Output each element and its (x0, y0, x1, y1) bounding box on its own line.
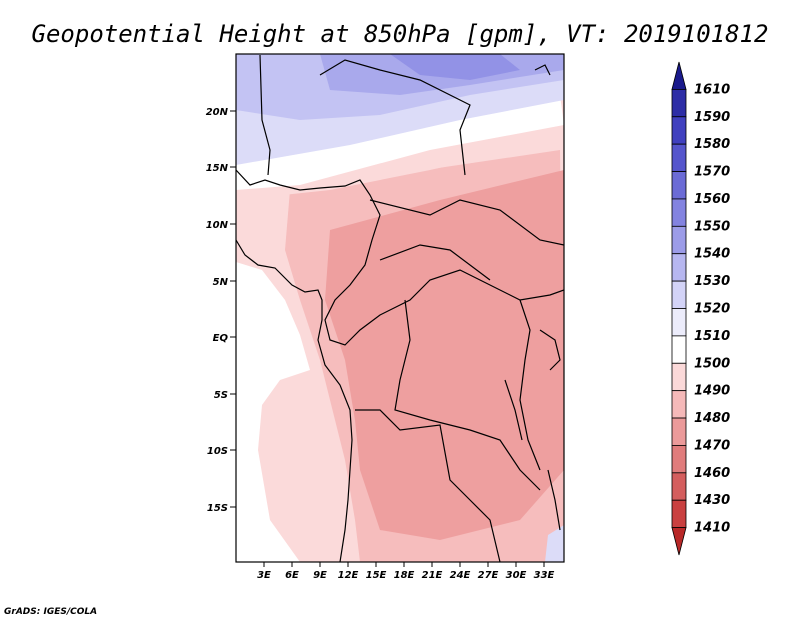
colorbar-segment (671, 253, 687, 282)
lat-label: EQ (213, 333, 229, 344)
border-central (369, 199, 564, 246)
lon-label: 21E (422, 570, 443, 581)
colorbar-label: 1430 (694, 493, 730, 508)
colorbar-segment (671, 390, 687, 419)
colorbar-label: 1520 (694, 302, 730, 317)
colorbar-segment (671, 61, 687, 90)
field-1520-south (545, 525, 564, 562)
lon-label: 6E (285, 570, 299, 581)
lon-ticks (263, 562, 545, 567)
lat-label: 15S (207, 503, 228, 514)
lon-label: 18E (394, 570, 415, 581)
colorbar-label: 1610 (694, 82, 730, 97)
coastlines-borders (236, 54, 564, 562)
colorbar-label: 1530 (694, 274, 730, 289)
lon-label: 9E (313, 570, 327, 581)
border-car (379, 244, 491, 281)
coast-red-sea (534, 64, 551, 76)
lat-label: 20N (206, 107, 229, 118)
colorbar-segment (671, 499, 687, 529)
colorbar-segment (671, 417, 687, 446)
lon-label: 12E (338, 570, 359, 581)
lat-label: 15N (206, 163, 229, 174)
border-sahel (236, 169, 564, 346)
colorbar-label: 1460 (694, 466, 730, 481)
lon-label: 15E (366, 570, 387, 581)
lat-ticks (230, 110, 236, 508)
colorbar-label: 1550 (694, 219, 730, 234)
field-1480 (325, 170, 564, 540)
colorbar-label: 1540 (694, 247, 730, 262)
border-angola (355, 409, 501, 562)
border-great-lakes (519, 299, 541, 471)
colorbar-segment (671, 308, 687, 337)
lon-label: 33E (534, 570, 555, 581)
lon-label: 3E (257, 570, 271, 581)
lake-malawi (547, 469, 561, 531)
colorbar-segment (671, 335, 687, 364)
colorbar-segment (671, 116, 687, 145)
field-1550 (390, 54, 520, 80)
colorbar: 1610 1590 1580 1570 1560 1550 1540 1530 1520 1510… (671, 61, 730, 556)
lat-label: 5S (214, 390, 228, 401)
map-frame (235, 53, 565, 563)
lat-label: 10S (207, 446, 228, 457)
lat-labels: 20N 15N 10N 5N EQ 5S 10S 15S (206, 107, 229, 514)
coastline-west (236, 239, 353, 562)
grads-credit: GrADS: IGES/COLA (4, 607, 97, 617)
lake-victoria (539, 329, 561, 371)
colorbar-segment (671, 171, 687, 200)
border-nw-1 (259, 54, 271, 176)
field-white-ocean (236, 262, 310, 562)
colorbar-label: 1510 (694, 329, 730, 344)
colorbar-label: 1500 (694, 356, 730, 371)
lat-label: 10N (206, 220, 229, 231)
colorbar-label: 1590 (694, 110, 730, 125)
lat-label: 5N (213, 277, 229, 288)
colorbar-segment (671, 143, 687, 172)
colorbar-segment (671, 280, 687, 309)
colorbar-label: 1470 (694, 438, 730, 453)
lon-label: 24E (450, 570, 471, 581)
colorbar-segment (671, 362, 687, 392)
lon-label: 30E (506, 570, 527, 581)
lake-tanganyika (504, 379, 523, 441)
colorbar-segment (671, 225, 687, 255)
colorbar-label: 1490 (694, 384, 730, 399)
lon-labels: 3E 6E 9E 12E 15E 18E 21E 24E 27E 30E 33E (257, 570, 554, 581)
lon-label: 27E (478, 570, 499, 581)
border-north (319, 59, 471, 176)
colorbar-label: 1560 (694, 192, 730, 207)
colorbar-label: 1580 (694, 137, 730, 152)
height-field (236, 54, 564, 562)
colorbar-label: 1480 (694, 411, 730, 426)
colorbar-segment (671, 527, 687, 556)
colorbar-segment (671, 198, 687, 227)
colorbar-segment (671, 472, 687, 501)
field-1510-band (236, 95, 564, 190)
border-drc (394, 299, 541, 491)
colorbar-label: 1410 (694, 521, 730, 536)
map-title: Geopotential Height at 850hPa [gpm], VT:… (32, 20, 769, 48)
colorbar-label: 1570 (694, 165, 730, 180)
colorbar-segment (671, 88, 687, 118)
colorbar-segment (671, 445, 687, 474)
